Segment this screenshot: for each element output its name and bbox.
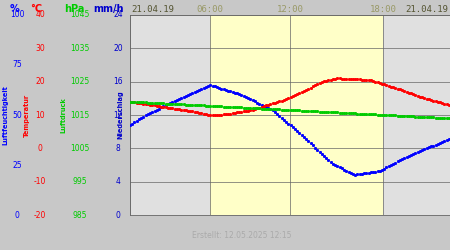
Text: 8: 8	[116, 144, 121, 153]
Text: Luftfeuchtigkeit: Luftfeuchtigkeit	[2, 85, 8, 145]
Text: 18:00: 18:00	[370, 5, 397, 14]
Text: 1025: 1025	[70, 77, 90, 86]
Text: 12:00: 12:00	[277, 5, 303, 14]
Text: 995: 995	[73, 177, 87, 186]
Text: 75: 75	[12, 60, 22, 70]
Text: 0: 0	[14, 210, 19, 220]
Text: hPa: hPa	[64, 4, 84, 14]
Text: 10: 10	[35, 110, 45, 120]
Text: 50: 50	[12, 110, 22, 120]
Text: -20: -20	[34, 210, 46, 220]
Text: Niederschlag: Niederschlag	[117, 91, 123, 139]
Text: 1035: 1035	[70, 44, 90, 53]
Text: 0: 0	[37, 144, 42, 153]
Text: 30: 30	[35, 44, 45, 53]
Text: 1045: 1045	[70, 10, 90, 20]
Text: Luftdruck: Luftdruck	[60, 97, 66, 133]
Text: 20: 20	[113, 44, 123, 53]
Text: -10: -10	[34, 177, 46, 186]
Text: 0: 0	[116, 210, 121, 220]
Text: 21.04.19: 21.04.19	[405, 5, 449, 14]
Text: Temperatur: Temperatur	[24, 94, 30, 136]
Text: 12: 12	[113, 110, 123, 120]
Text: %: %	[10, 4, 20, 14]
Text: 06:00: 06:00	[197, 5, 224, 14]
Text: mm/h: mm/h	[93, 4, 123, 14]
Text: °C: °C	[30, 4, 42, 14]
Text: 20: 20	[35, 77, 45, 86]
Text: 25: 25	[12, 160, 22, 170]
Text: Erstellt: 12.05.2025 12:15: Erstellt: 12.05.2025 12:15	[192, 231, 292, 240]
Text: 16: 16	[113, 77, 123, 86]
Text: 4: 4	[116, 177, 121, 186]
Text: 1005: 1005	[70, 144, 90, 153]
Text: 21.04.19: 21.04.19	[131, 5, 174, 14]
Text: 985: 985	[73, 210, 87, 220]
Text: 40: 40	[35, 10, 45, 20]
Text: 100: 100	[10, 10, 24, 20]
Text: 1015: 1015	[70, 110, 90, 120]
Text: 24: 24	[113, 10, 123, 20]
Bar	[210, 15, 383, 215]
